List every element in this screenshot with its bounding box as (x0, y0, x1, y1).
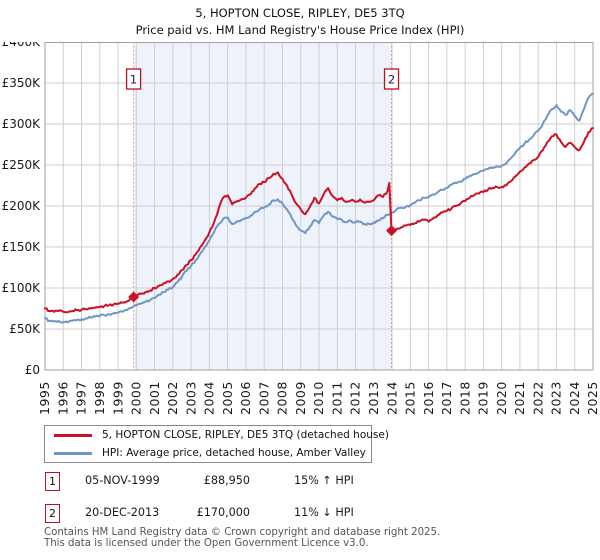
svg-text:2001: 2001 (147, 381, 162, 415)
svg-text:2023: 2023 (549, 381, 564, 415)
svg-text:2006: 2006 (238, 381, 253, 415)
svg-text:2015: 2015 (403, 381, 418, 415)
sale-1-marker-badge: 1 (45, 472, 60, 491)
legend-label-hpi: HPI: Average price, detached house, Ambe… (102, 447, 366, 459)
svg-text:£100K: £100K (2, 281, 42, 295)
svg-text:2002: 2002 (165, 381, 180, 415)
svg-text:2008: 2008 (275, 381, 290, 415)
license-footer: Contains HM Land Registry data © Crown c… (44, 527, 440, 549)
legend-label-property: 5, HOPTON CLOSE, RIPLEY, DE5 3TQ (detach… (102, 429, 389, 441)
svg-text:2010: 2010 (311, 381, 326, 415)
svg-text:2012: 2012 (348, 381, 363, 415)
svg-text:2020: 2020 (494, 381, 509, 415)
sale-2-marker-badge: 2 (45, 504, 60, 523)
svg-text:2004: 2004 (202, 381, 217, 415)
legend-item-hpi: HPI: Average price, detached house, Ambe… (45, 446, 371, 461)
svg-text:2: 2 (388, 73, 395, 87)
svg-text:£250K: £250K (2, 158, 42, 172)
svg-text:2017: 2017 (439, 381, 454, 415)
sale-2-hpi-delta: 11% ↓ HPI (294, 506, 354, 519)
chart-title-block: 5, HOPTON CLOSE, RIPLEY, DE5 3TQ Price p… (0, 5, 600, 39)
svg-text:1995: 1995 (37, 381, 52, 415)
svg-text:2003: 2003 (183, 381, 198, 415)
svg-text:2007: 2007 (256, 381, 271, 415)
sale-2-date: 20-DEC-2013 (85, 506, 160, 519)
svg-text:£0: £0 (25, 363, 40, 377)
property-line-swatch (54, 433, 92, 437)
svg-text:2016: 2016 (421, 381, 436, 415)
svg-text:£150K: £150K (2, 240, 42, 254)
svg-text:£200K: £200K (2, 199, 42, 213)
footer-line-1: Contains HM Land Registry data © Crown c… (44, 527, 441, 538)
svg-text:2013: 2013 (366, 381, 381, 415)
svg-text:2025: 2025 (585, 381, 600, 415)
price-history-chart: 1 2 £0 £50K £100K £150K £200K £250K £300K £350K £4… (2, 42, 600, 415)
sale-annotation-row-2: 2 20-DEC-2013 £170,000 11% ↓ HPI (0, 504, 600, 524)
svg-text:1998: 1998 (92, 381, 107, 415)
svg-text:2009: 2009 (293, 381, 308, 415)
sale-annotation-row-1: 1 05-NOV-1999 £88,950 15% ↑ HPI (0, 472, 600, 492)
svg-text:2005: 2005 (220, 381, 235, 415)
page-title: 5, HOPTON CLOSE, RIPLEY, DE5 3TQ (195, 6, 405, 20)
sale-1-price: £88,950 (203, 474, 250, 487)
svg-text:2014: 2014 (384, 381, 399, 415)
svg-text:2018: 2018 (457, 381, 472, 415)
svg-text:2000: 2000 (129, 381, 144, 415)
svg-text:£350K: £350K (2, 76, 42, 90)
svg-text:2024: 2024 (567, 381, 582, 415)
page-subtitle: Price paid vs. HM Land Registry's House … (135, 23, 465, 37)
svg-text:1996: 1996 (55, 381, 70, 415)
svg-text:2021: 2021 (512, 381, 527, 415)
svg-text:£300K: £300K (2, 117, 42, 131)
svg-text:1997: 1997 (74, 381, 89, 415)
sale-1-hpi-delta: 15% ↑ HPI (294, 474, 354, 487)
svg-text:£50K: £50K (9, 322, 41, 336)
svg-text:2022: 2022 (530, 381, 545, 415)
chart-legend: 5, HOPTON CLOSE, RIPLEY, DE5 3TQ (detach… (44, 425, 389, 463)
svg-text:1: 1 (130, 73, 137, 87)
sale-2-price: £170,000 (196, 506, 250, 519)
sale-1-date: 05-NOV-1999 (85, 474, 160, 487)
svg-text:2019: 2019 (476, 381, 491, 415)
footer-line-2: This data is licensed under the Open Gov… (44, 538, 369, 549)
svg-text:2011: 2011 (329, 381, 344, 415)
svg-text:1999: 1999 (110, 381, 125, 415)
legend-item-property: 5, HOPTON CLOSE, RIPLEY, DE5 3TQ (detach… (45, 428, 389, 443)
svg-text:£400K: £400K (2, 42, 42, 49)
hpi-line-swatch (54, 451, 92, 455)
